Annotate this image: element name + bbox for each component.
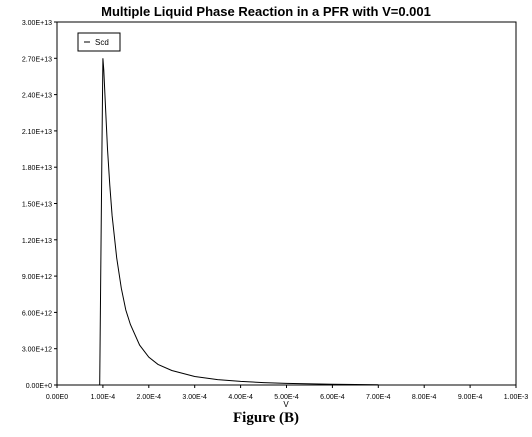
x-tick-label: 8.00E-4 <box>412 394 437 401</box>
y-tick-label: 3.00E+13 <box>22 20 52 27</box>
series-line-scd <box>99 58 379 386</box>
x-tick-label: 7.00E-4 <box>366 394 391 401</box>
y-tick-label: 6.00E+12 <box>22 310 52 317</box>
x-tick-label: 9.00E-4 <box>458 394 483 401</box>
figure-caption: Figure (B) <box>233 410 299 426</box>
legend: Scd <box>77 32 121 52</box>
chart-title: Multiple Liquid Phase Reaction in a PFR … <box>101 4 431 19</box>
x-tick-label: 2.00E-4 <box>137 394 162 401</box>
x-tick-label: 4.00E-4 <box>228 394 253 401</box>
legend-label: Scd <box>95 38 109 47</box>
y-tick-label: 1.20E+13 <box>22 238 52 245</box>
y-tick-label: 0.00E+0 <box>26 383 52 390</box>
legend-box <box>77 32 121 52</box>
y-tick-label: 3.00E+12 <box>22 347 52 354</box>
y-tick-label: 2.10E+13 <box>22 129 52 136</box>
x-tick-label: 5.00E-4 <box>274 394 299 401</box>
x-tick-label: 0.00E0 <box>46 394 68 401</box>
x-tick-label: 1.00E-3 <box>504 394 529 401</box>
x-axis-label: V <box>283 400 289 409</box>
x-tick-label: 6.00E-4 <box>320 394 345 401</box>
y-tick-label: 1.50E+13 <box>22 202 52 209</box>
y-tick-label: 2.40E+13 <box>22 93 52 100</box>
y-tick-label: 9.00E+12 <box>22 274 52 281</box>
y-tick-label: 1.80E+13 <box>22 165 52 172</box>
x-tick-label: 3.00E-4 <box>182 394 207 401</box>
y-tick-label: 2.70E+13 <box>22 56 52 63</box>
plot-frame <box>56 21 517 386</box>
x-tick-label: 1.00E-4 <box>91 394 116 401</box>
